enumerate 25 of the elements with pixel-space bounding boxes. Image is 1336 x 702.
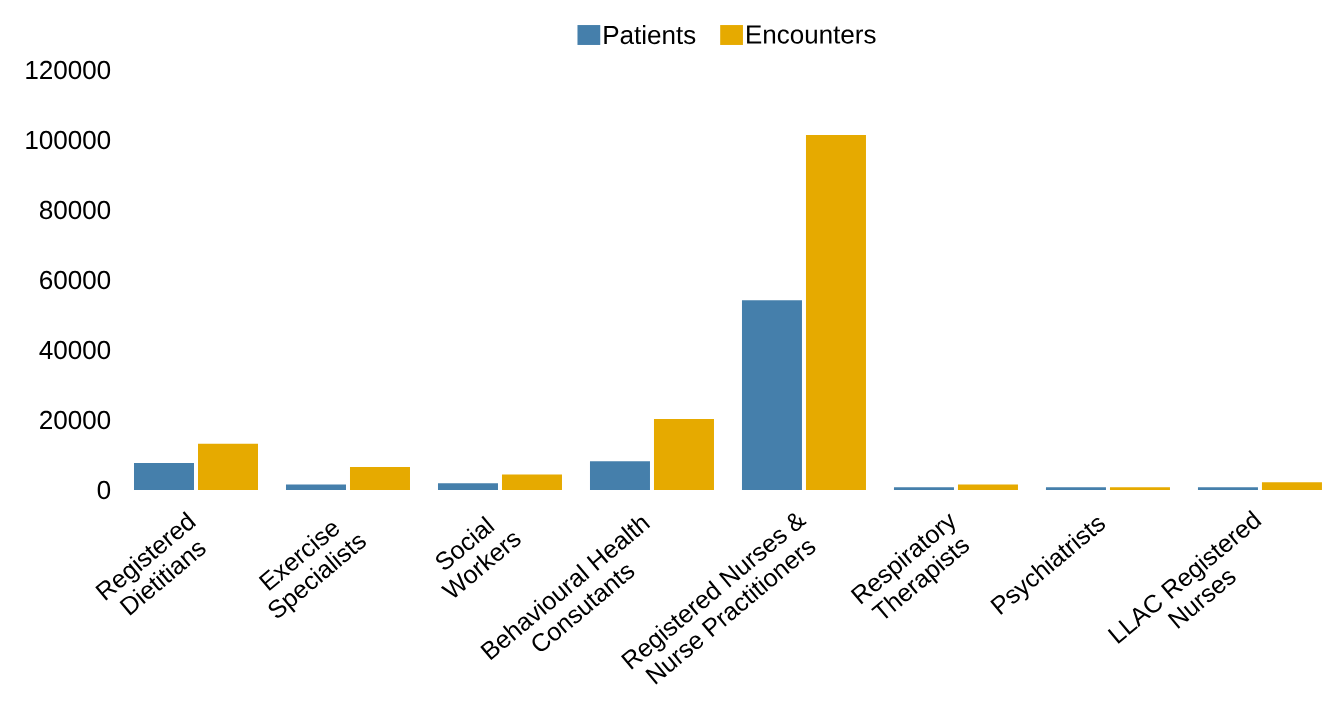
bar [805,135,866,490]
bar [1261,482,1322,490]
legend-label: Encounters [747,25,876,44]
bar [198,443,258,490]
bar [589,461,650,490]
bar [1197,487,1258,490]
bar [1045,487,1106,490]
bar [349,466,410,490]
bar [1109,487,1170,490]
y-tick-label: 100000 [26,130,111,150]
y-tick-label: 80000 [39,200,111,220]
bar [501,474,562,490]
bar [437,483,498,490]
bar [741,300,802,490]
y-tick-label: 60000 [40,270,111,290]
bar [134,463,194,490]
y-tick-label: 120000 [26,60,111,80]
legend-label: Patients [604,25,696,45]
bar [893,487,954,490]
bar [957,484,1018,490]
y-tick-label: 20000 [40,410,111,430]
y-tick-label: 0 [97,480,111,500]
bar [285,484,346,490]
y-tick-label: 40000 [39,340,111,360]
bar [653,418,714,490]
